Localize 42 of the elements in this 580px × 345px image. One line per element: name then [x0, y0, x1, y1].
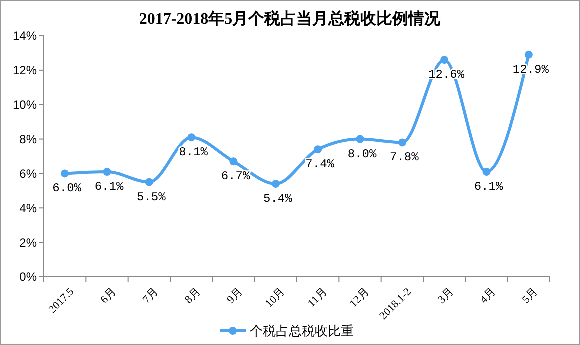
- point: [482, 168, 491, 176]
- point: [61, 170, 70, 178]
- x-tick-label: 7月: [140, 286, 161, 306]
- x-tick-label: 9月: [225, 286, 246, 306]
- data-label: 8.1%: [179, 146, 209, 160]
- point: [314, 146, 322, 154]
- data-label: 7.8%: [390, 150, 420, 165]
- y-tick-label: 14%: [12, 29, 38, 44]
- y-tick-label: 0%: [20, 270, 38, 284]
- y-tick-label: 2%: [20, 236, 38, 250]
- data-label: 7.4%: [306, 158, 336, 172]
- point: [356, 135, 364, 144]
- point: [524, 50, 533, 59]
- y-tick-label: 4%: [20, 201, 38, 216]
- data-label: 5.4%: [264, 192, 294, 206]
- data-label: 6.1%: [474, 180, 504, 194]
- y-tick-label: 12%: [12, 64, 38, 78]
- x-tick-label: 12月: [348, 286, 372, 310]
- point: [398, 138, 406, 147]
- x-tick-label: 6月: [98, 286, 119, 306]
- x-tick-label: 3月: [436, 286, 456, 306]
- y-tick-label: 10%: [12, 98, 38, 112]
- y-tick-label: 6%: [20, 166, 38, 181]
- x-tick-label: 5月: [520, 286, 540, 306]
- point: [103, 168, 112, 176]
- chart-title: 2017-2018年5月个税占当月总税收比例情况: [139, 10, 442, 28]
- x-tick-label: 8月: [182, 286, 204, 306]
- point: [145, 178, 154, 186]
- point: [440, 56, 449, 64]
- legend-label: 个税占总税收比重: [250, 324, 354, 340]
- point: [188, 134, 196, 142]
- x-tick-label: 4月: [478, 286, 498, 306]
- point: [230, 158, 238, 166]
- x-tick-label: 11月: [306, 286, 330, 310]
- data-label: 6.1%: [94, 180, 124, 194]
- point: [272, 180, 280, 188]
- y-tick-label: 8%: [20, 132, 38, 146]
- x-tick-label: 10月: [263, 286, 288, 310]
- data-label: 8.0%: [348, 147, 378, 162]
- data-label: 5.5%: [137, 190, 167, 204]
- data-label: 6.0%: [52, 182, 82, 196]
- data-label: 6.7%: [221, 170, 251, 184]
